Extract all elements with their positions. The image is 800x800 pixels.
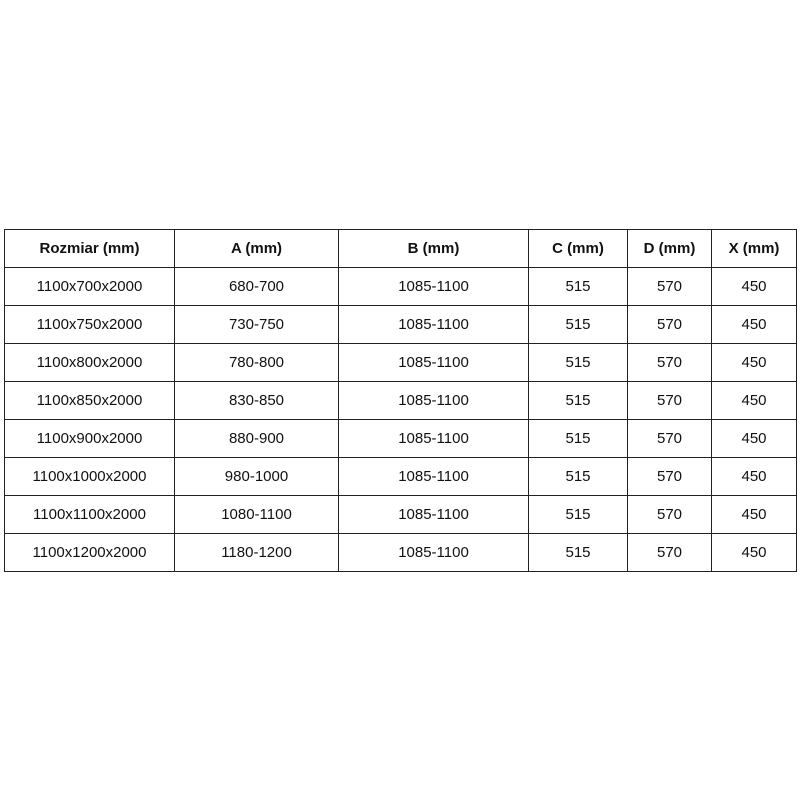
table-cell: 570 bbox=[627, 305, 712, 344]
table-cell: 1100x1200x2000 bbox=[4, 533, 175, 572]
table-row: 1100x900x2000 880-900 1085-1100 515 570 450 bbox=[4, 419, 797, 458]
table-cell: 515 bbox=[528, 419, 628, 458]
table-cell: 780-800 bbox=[174, 343, 339, 382]
table-cell: 830-850 bbox=[174, 381, 339, 420]
table-cell: 1100x900x2000 bbox=[4, 419, 175, 458]
table-cell: 515 bbox=[528, 343, 628, 382]
table-cell: 570 bbox=[627, 495, 712, 534]
header-row: Rozmiar (mm) A (mm) B (mm) C (mm) D (mm) X (m… bbox=[4, 229, 797, 268]
table-cell: 1100x1000x2000 bbox=[4, 457, 175, 496]
table-cell: 515 bbox=[528, 457, 628, 496]
table-cell: 1085-1100 bbox=[338, 419, 529, 458]
table-row: 1100x1100x2000 1080-1100 1085-1100 515 570 45… bbox=[4, 495, 797, 534]
table-cell: 570 bbox=[627, 267, 712, 306]
table-cell: 450 bbox=[711, 495, 797, 534]
table-cell: 570 bbox=[627, 457, 712, 496]
column-header: B (mm) bbox=[338, 229, 529, 268]
table-row: 1100x1200x2000 1180-1200 1085-1100 515 570 45… bbox=[4, 533, 797, 572]
table-cell: 570 bbox=[627, 381, 712, 420]
table-cell: 1085-1100 bbox=[338, 495, 529, 534]
table-cell: 450 bbox=[711, 381, 797, 420]
table-cell: 1085-1100 bbox=[338, 533, 529, 572]
table-cell: 570 bbox=[627, 419, 712, 458]
table-cell: 515 bbox=[528, 533, 628, 572]
table-row: 1100x700x2000 680-700 1085-1100 515 570 450 bbox=[4, 267, 797, 306]
column-header: X (mm) bbox=[711, 229, 797, 268]
table-cell: 980-1000 bbox=[174, 457, 339, 496]
table-row: 1100x850x2000 830-850 1085-1100 515 570 450 bbox=[4, 381, 797, 420]
table-cell: 450 bbox=[711, 343, 797, 382]
table-cell: 680-700 bbox=[174, 267, 339, 306]
table-cell: 450 bbox=[711, 457, 797, 496]
table-cell: 1100x850x2000 bbox=[4, 381, 175, 420]
table-cell: 1085-1100 bbox=[338, 343, 529, 382]
table-cell: 515 bbox=[528, 305, 628, 344]
table-cell: 515 bbox=[528, 381, 628, 420]
table-row: 1100x1000x2000 980-1000 1085-1100 515 570 450 bbox=[4, 457, 797, 496]
table-cell: 450 bbox=[711, 419, 797, 458]
table-cell: 570 bbox=[627, 533, 712, 572]
table-cell: 570 bbox=[627, 343, 712, 382]
table-cell: 450 bbox=[711, 305, 797, 344]
table-cell: 1080-1100 bbox=[174, 495, 339, 534]
column-header: D (mm) bbox=[627, 229, 712, 268]
table-cell: 515 bbox=[528, 495, 628, 534]
dimensions-table: Rozmiar (mm) A (mm) B (mm) C (mm) D (mm) X (m… bbox=[4, 229, 797, 572]
table-cell: 1085-1100 bbox=[338, 457, 529, 496]
table-cell: 1100x700x2000 bbox=[4, 267, 175, 306]
column-header: Rozmiar (mm) bbox=[4, 229, 175, 268]
table-cell: 450 bbox=[711, 533, 797, 572]
table-cell: 515 bbox=[528, 267, 628, 306]
table-cell: 1100x800x2000 bbox=[4, 343, 175, 382]
table-cell: 1100x750x2000 bbox=[4, 305, 175, 344]
table-cell: 450 bbox=[711, 267, 797, 306]
table-cell: 1085-1100 bbox=[338, 267, 529, 306]
column-header: A (mm) bbox=[174, 229, 339, 268]
column-header: C (mm) bbox=[528, 229, 628, 268]
table-cell: 1100x1100x2000 bbox=[4, 495, 175, 534]
table-row: 1100x750x2000 730-750 1085-1100 515 570 450 bbox=[4, 305, 797, 344]
table-cell: 1085-1100 bbox=[338, 305, 529, 344]
table-row: 1100x800x2000 780-800 1085-1100 515 570 450 bbox=[4, 343, 797, 382]
table-cell: 1085-1100 bbox=[338, 381, 529, 420]
table-cell: 730-750 bbox=[174, 305, 339, 344]
table-cell: 1180-1200 bbox=[174, 533, 339, 572]
table-cell: 880-900 bbox=[174, 419, 339, 458]
